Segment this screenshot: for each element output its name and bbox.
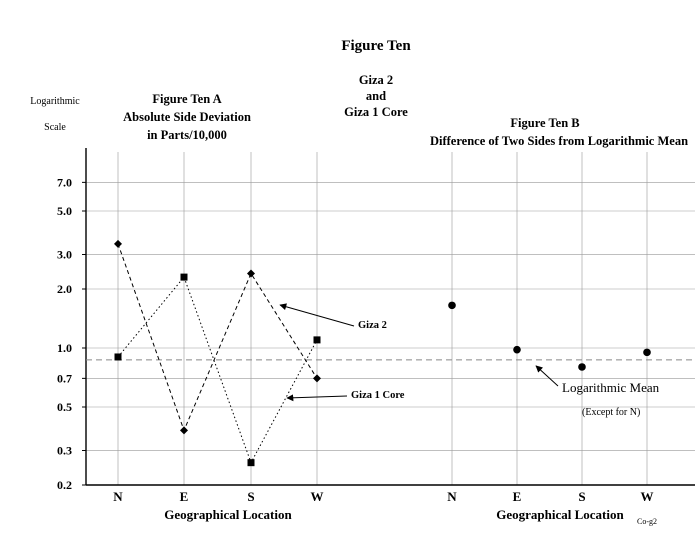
subtitle-line-1: Giza 2 bbox=[358, 73, 394, 87]
panel-b-x-tick-label: E bbox=[513, 489, 522, 504]
figure-code: Co-g2 bbox=[637, 517, 657, 526]
panel-b-x-tick-label: S bbox=[578, 489, 585, 504]
y-tick-label: 0.7 bbox=[57, 371, 72, 385]
y-tick-label: 1.0 bbox=[57, 341, 72, 355]
giza1core-point bbox=[180, 273, 188, 281]
subtitle-line-2: and bbox=[365, 89, 387, 103]
panel-a-x-tick-label: S bbox=[247, 489, 254, 504]
mean-line-label: Logarithmic Mean bbox=[562, 380, 660, 395]
giza2-point bbox=[114, 239, 122, 248]
panel-b-point bbox=[643, 348, 651, 357]
giza1core-point bbox=[114, 353, 122, 361]
figure-title: Figure Ten bbox=[341, 38, 411, 54]
y-axis-label-line-2: Scale bbox=[44, 122, 66, 133]
giza2-series-line bbox=[117, 243, 318, 432]
panel-b-x-tick-label: N bbox=[447, 489, 457, 504]
y-tick-label: 0.2 bbox=[57, 478, 72, 492]
giza1core-point bbox=[247, 459, 255, 467]
giza2-point bbox=[247, 269, 255, 278]
mean-annotation-arrow bbox=[535, 365, 559, 387]
y-tick-label: 5.0 bbox=[57, 204, 72, 218]
giza1core-annotation-arrow bbox=[286, 394, 348, 402]
panel-b-point bbox=[513, 345, 521, 354]
panel-b-point bbox=[578, 363, 586, 371]
panel-a-title-3: in Parts/10,000 bbox=[147, 128, 227, 142]
giza1core-series-line bbox=[117, 276, 318, 464]
giza2-annotation: Giza 2 bbox=[358, 320, 387, 331]
giza2-point bbox=[313, 374, 321, 383]
giza1core-annotation: Giza 1 Core bbox=[351, 390, 405, 401]
panel-b-title-1: Figure Ten B bbox=[510, 116, 580, 130]
giza1core-point bbox=[313, 336, 321, 344]
panel-a-x-tick-label: N bbox=[113, 489, 123, 504]
y-tick-label: 3.0 bbox=[57, 247, 72, 261]
y-tick-label: 2.0 bbox=[57, 282, 72, 296]
panel-a-title-1: Figure Ten A bbox=[152, 92, 222, 106]
giza2-point bbox=[180, 426, 188, 435]
panel-b-x-tick-label: W bbox=[641, 489, 654, 504]
panel-b-xlabel: Geographical Location bbox=[496, 507, 624, 522]
y-axis-label-line-1: Logarithmic bbox=[30, 96, 80, 107]
panel-a-x-tick-label: E bbox=[180, 489, 189, 504]
giza2-annotation-arrow bbox=[279, 303, 355, 327]
panel-b-title-2: Difference of Two Sides from Logarithmic… bbox=[429, 134, 689, 148]
y-tick-label: 0.5 bbox=[57, 400, 72, 414]
subtitle-line-3: Giza 1 Core bbox=[344, 105, 408, 119]
panel-a-title-2: Absolute Side Deviation bbox=[123, 110, 251, 124]
panel-a-x-tick-label: W bbox=[311, 489, 324, 504]
panel-b-point bbox=[448, 301, 456, 310]
panel-a-xlabel: Geographical Location bbox=[164, 507, 292, 522]
y-tick-label: 7.0 bbox=[57, 175, 72, 189]
y-tick-label: 0.3 bbox=[57, 443, 72, 457]
mean-line-note: (Except for N) bbox=[582, 407, 641, 418]
